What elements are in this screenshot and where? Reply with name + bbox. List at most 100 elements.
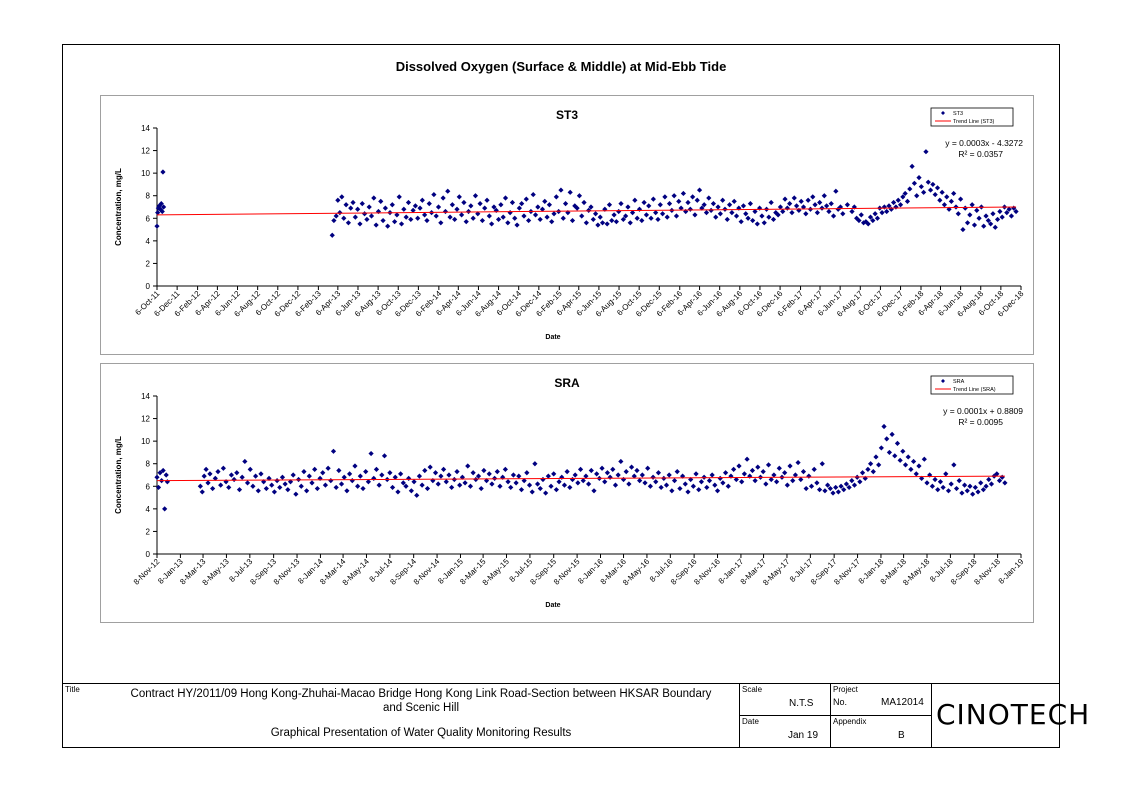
data-point [500, 214, 506, 220]
data-point [763, 481, 769, 487]
data-point [593, 211, 599, 217]
data-point [431, 191, 437, 198]
trend-equation: y = 0.0001x + 0.8809 [943, 406, 1023, 416]
data-point [812, 202, 818, 208]
data-point [851, 482, 858, 488]
data-point [816, 487, 823, 493]
data-point [859, 470, 866, 476]
data-point [322, 482, 329, 488]
data-point [438, 473, 444, 479]
data-point [155, 210, 161, 216]
data-point [814, 210, 820, 216]
data-point [341, 215, 347, 221]
data-point [902, 190, 908, 197]
data-point [432, 470, 439, 476]
data-point [512, 215, 518, 221]
data-point [944, 194, 950, 200]
data-point [210, 485, 216, 492]
data-point [526, 482, 533, 488]
data-point [415, 215, 421, 221]
data-point [236, 487, 243, 493]
data-point [548, 483, 554, 489]
data-point [157, 470, 163, 476]
data-point [803, 485, 809, 492]
data-point [424, 485, 431, 492]
data-point [486, 471, 492, 477]
data-point [626, 481, 632, 487]
data-point [750, 217, 756, 224]
data-point [706, 195, 712, 201]
data-point [449, 484, 455, 491]
data-point [999, 474, 1005, 480]
data-point [481, 467, 487, 474]
data-point [992, 224, 998, 230]
data-point [833, 188, 839, 194]
data-point [771, 472, 777, 478]
data-point [341, 474, 347, 480]
data-point [454, 469, 460, 475]
y-tick-label: 8 [146, 460, 151, 469]
data-point [371, 475, 377, 481]
data-point [795, 459, 801, 466]
data-point [336, 467, 342, 474]
data-point [634, 467, 640, 474]
data-point [628, 464, 635, 470]
data-point [510, 472, 517, 478]
data-point [663, 482, 670, 488]
data-point [368, 450, 374, 457]
data-point [854, 215, 860, 221]
data-point [682, 481, 688, 487]
data-point [553, 487, 559, 493]
data-point [916, 175, 922, 181]
data-point [627, 220, 633, 226]
data-point [231, 476, 237, 483]
data-point [752, 208, 758, 215]
data-point [163, 472, 169, 478]
data-point [986, 476, 992, 483]
data-point [953, 204, 959, 210]
data-point [247, 466, 253, 472]
legend-label: Trend Line (ST3) [953, 119, 995, 125]
data-point [843, 481, 850, 487]
data-point [1011, 205, 1017, 211]
data-point [468, 203, 474, 209]
data-point [620, 476, 627, 483]
data-point [642, 480, 648, 486]
data-point [158, 201, 164, 207]
data-point [255, 488, 261, 494]
y-tick-label: 4 [146, 237, 151, 246]
data-point [900, 448, 906, 454]
data-point [693, 471, 699, 477]
data-point [371, 195, 377, 201]
data-point [683, 208, 689, 215]
data-point [889, 431, 895, 437]
data-point [738, 219, 744, 225]
data-point [498, 202, 504, 208]
y-tick-label: 12 [141, 415, 150, 424]
data-point [634, 215, 640, 221]
data-point [791, 195, 797, 201]
data-point [537, 485, 543, 492]
data-point [543, 490, 549, 496]
data-point [837, 204, 844, 210]
data-point [760, 469, 766, 475]
data-point [629, 210, 636, 216]
data-point [969, 202, 975, 208]
data-point [879, 210, 885, 216]
data-point [685, 199, 691, 206]
data-point [974, 207, 980, 213]
data-point [873, 454, 879, 460]
data-point [902, 462, 909, 468]
data-point [373, 466, 380, 472]
data-point [849, 208, 855, 215]
data-point [465, 208, 472, 215]
data-point [461, 199, 467, 206]
data-point [392, 474, 398, 480]
data-point [263, 485, 269, 492]
data-point [811, 466, 817, 472]
chart-sra: SRA 0 2 4 6 8 10 12 14 Concentration, mg/L 8-Nov-1… [114, 375, 1026, 609]
data-point [160, 467, 166, 474]
data-point [207, 471, 213, 477]
data-point [876, 462, 882, 468]
